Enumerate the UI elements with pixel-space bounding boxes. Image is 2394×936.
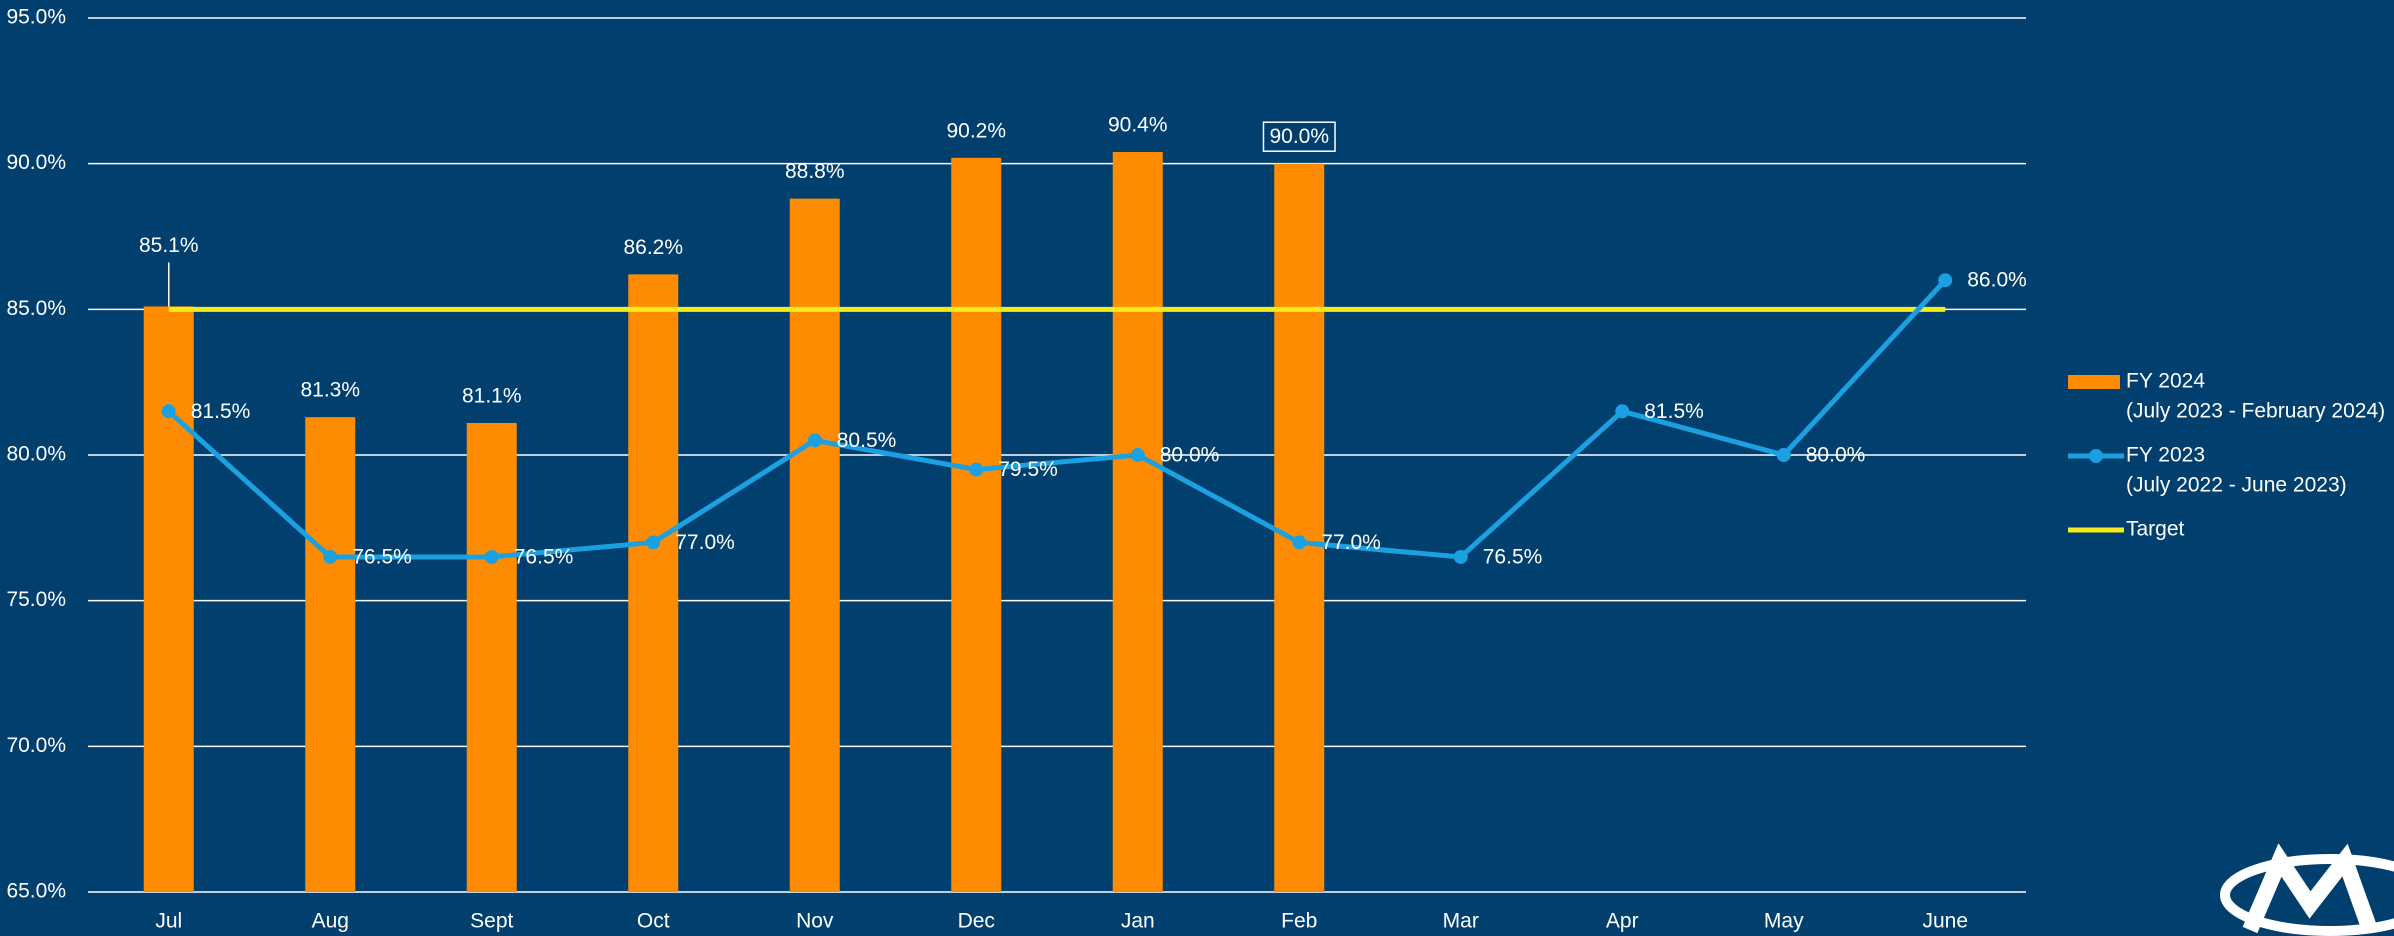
bar — [951, 157, 1002, 893]
bar — [628, 274, 679, 893]
x-tick-label: Nov — [796, 910, 834, 933]
line-marker — [484, 549, 499, 564]
y-tick-label: 90.0% — [6, 151, 66, 174]
x-tick-label: May — [1764, 910, 1804, 933]
line-marker — [807, 433, 822, 448]
legend-label: FY 2024 — [2126, 370, 2205, 393]
logo — [2220, 843, 2394, 936]
x-tick-label: Sept — [470, 910, 513, 933]
bar — [1274, 163, 1325, 892]
line-value-label: 80.0% — [1806, 444, 1866, 467]
line-marker — [1938, 273, 1953, 288]
y-tick-label: 65.0% — [6, 880, 66, 903]
line-value-label: 81.5% — [191, 400, 251, 423]
x-tick-label: Dec — [958, 910, 995, 933]
label-box — [1262, 121, 1336, 152]
line-marker — [1615, 404, 1630, 419]
legend-period: (July 2022 - June 2023) — [2126, 474, 2347, 497]
line-marker — [161, 404, 176, 419]
line-value-label: 77.0% — [1321, 531, 1381, 554]
line-marker — [1776, 448, 1791, 462]
x-tick-label: Apr — [1606, 910, 1639, 933]
legend-label: FY 2023 — [2126, 444, 2205, 467]
x-tick-label: Jan — [1121, 910, 1155, 933]
line — [167, 278, 1948, 560]
bar-value-label: 81.1% — [462, 385, 522, 408]
bar-value-label: 85.1% — [139, 234, 199, 257]
y-tick-label: 75.0% — [6, 588, 66, 611]
x-tick-label: Mar — [1443, 910, 1479, 933]
bar — [143, 306, 194, 892]
legend-label: Target — [2126, 518, 2185, 541]
line-value-label: 81.5% — [1644, 400, 1704, 423]
bar — [305, 417, 356, 892]
line-marker — [646, 535, 661, 550]
y-tick-label: 85.0% — [6, 297, 66, 320]
bar-value-label: 90.4% — [1108, 114, 1168, 137]
x-tick-label: June — [1922, 910, 1968, 933]
bar-value-label: 90.0% — [1269, 125, 1329, 148]
x-tick-label: Jul — [155, 910, 182, 933]
bar-value-label: 81.3% — [300, 379, 360, 402]
line-marker — [1130, 448, 1145, 462]
x-tick-label: Feb — [1281, 910, 1317, 933]
line-marker — [1292, 535, 1307, 550]
y-tick-label: 70.0% — [6, 734, 66, 757]
line-value-label: 80.5% — [837, 429, 897, 452]
legend-swatch-marker — [2089, 449, 2103, 463]
y-tick-label: 80.0% — [6, 443, 66, 466]
x-tick-label: Aug — [312, 910, 349, 933]
line-value-label: 76.5% — [352, 546, 412, 569]
bar-value-label: 86.2% — [623, 236, 683, 259]
line-value-label: 86.0% — [1967, 269, 2027, 292]
legend-swatch — [2068, 375, 2120, 389]
line-value-label: 76.5% — [1483, 546, 1543, 569]
bar — [789, 198, 840, 893]
line-marker — [323, 549, 338, 564]
line-value-label: 76.5% — [514, 546, 574, 569]
line-value-label: 77.0% — [675, 531, 735, 554]
x-tick-label: Oct — [637, 910, 670, 933]
line-marker — [969, 462, 984, 477]
y-tick-label: 95.0% — [6, 6, 66, 29]
legend-period: (July 2023 - February 2024) — [2126, 400, 2385, 423]
bar-value-label: 88.8% — [785, 160, 845, 183]
bar-value-label: 90.2% — [946, 119, 1006, 142]
bar — [1112, 152, 1163, 893]
bar — [466, 422, 517, 892]
line-value-label: 79.5% — [998, 458, 1058, 481]
line-value-label: 80.0% — [1160, 444, 1220, 467]
line-marker — [1453, 549, 1468, 564]
